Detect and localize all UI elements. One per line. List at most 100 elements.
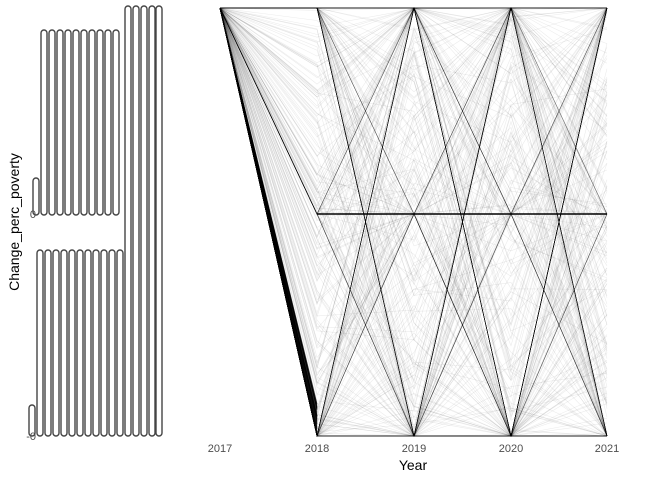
series-line <box>219 7 318 420</box>
series-line <box>220 7 608 267</box>
series-line <box>219 7 318 420</box>
series-line <box>219 7 608 437</box>
series-line <box>220 7 608 215</box>
series-line <box>219 7 318 428</box>
series-line <box>219 7 608 437</box>
series-line <box>220 7 608 404</box>
series-line <box>219 7 608 437</box>
series-line <box>219 7 608 437</box>
series-line <box>220 7 608 437</box>
series-line <box>219 7 608 437</box>
series-line <box>219 7 608 437</box>
series-line <box>219 7 608 438</box>
series-line <box>219 7 318 433</box>
series-line <box>219 6 608 437</box>
series-line <box>219 7 318 435</box>
series-line <box>219 7 318 425</box>
series-line <box>219 7 608 438</box>
series-line <box>219 7 608 437</box>
series-line <box>219 7 607 437</box>
series-line <box>219 7 318 424</box>
x-tick-label: 2017 <box>208 443 232 455</box>
series-line <box>219 7 318 417</box>
series-line <box>219 7 608 305</box>
series-line <box>220 7 608 437</box>
series-line <box>220 7 608 118</box>
series-line <box>220 7 607 437</box>
y-tick-label-overlap <box>56 29 64 216</box>
series-line <box>219 7 608 437</box>
series-line <box>219 7 607 437</box>
series-line <box>219 7 608 437</box>
series-line <box>219 7 318 429</box>
series-line <box>219 7 318 419</box>
series-line <box>219 7 608 341</box>
series-line <box>219 7 607 437</box>
series-line <box>219 7 607 215</box>
series-line <box>219 7 318 420</box>
series-line <box>219 7 608 437</box>
series-line <box>219 7 608 332</box>
series-line <box>220 7 607 93</box>
series-line <box>219 7 318 414</box>
x-axis-ticks: 2017 2018 2019 2020 2021 <box>208 443 619 455</box>
series-line <box>219 7 607 437</box>
series-line <box>219 7 318 427</box>
series-line <box>219 7 318 407</box>
y-tick-label-overlap <box>100 249 108 437</box>
series-line <box>219 7 608 437</box>
series-line <box>219 7 318 409</box>
series-line <box>219 7 608 437</box>
series-line <box>220 7 608 437</box>
series-line <box>219 7 607 438</box>
y-tick-label-overlap <box>64 29 72 216</box>
series-line <box>219 7 607 215</box>
series-line <box>220 7 608 437</box>
series-line <box>220 7 607 437</box>
series-line <box>220 7 608 371</box>
series-line <box>220 7 608 437</box>
series-line <box>220 7 608 437</box>
series-line <box>220 7 607 437</box>
series-line <box>219 7 608 402</box>
series-line <box>219 7 608 437</box>
series-line <box>220 7 608 437</box>
series-line <box>219 7 607 437</box>
y-tick-label-overlap <box>140 5 148 437</box>
series-line <box>219 7 608 437</box>
series-line <box>219 7 608 437</box>
series-line <box>219 7 607 437</box>
series-line <box>219 7 607 437</box>
series-line <box>220 7 608 438</box>
series-line <box>219 7 318 421</box>
series-line <box>219 7 608 437</box>
series-line <box>219 7 608 437</box>
series-line <box>219 7 608 217</box>
series-line <box>219 7 608 437</box>
series-line <box>219 7 318 405</box>
series-line <box>219 7 608 437</box>
series-line <box>219 7 318 436</box>
series-line <box>219 7 608 317</box>
series-line <box>219 7 318 433</box>
series-line <box>220 7 608 437</box>
series-line <box>219 7 608 437</box>
series-line <box>220 7 607 437</box>
series-line <box>219 7 608 437</box>
series-line <box>219 7 608 437</box>
series-line <box>220 7 608 398</box>
series-line <box>219 7 318 432</box>
y-tick-label-overlap <box>88 29 96 216</box>
series-line <box>219 7 607 437</box>
series-line <box>219 7 608 437</box>
series-line <box>219 7 608 437</box>
series-line <box>220 7 608 437</box>
series-line <box>219 7 608 437</box>
series-line <box>220 7 608 409</box>
series-line <box>220 7 607 437</box>
series-line <box>219 7 608 379</box>
series-line <box>219 7 608 437</box>
series-line <box>219 7 318 426</box>
series-line <box>219 7 608 234</box>
series-line <box>219 7 608 437</box>
